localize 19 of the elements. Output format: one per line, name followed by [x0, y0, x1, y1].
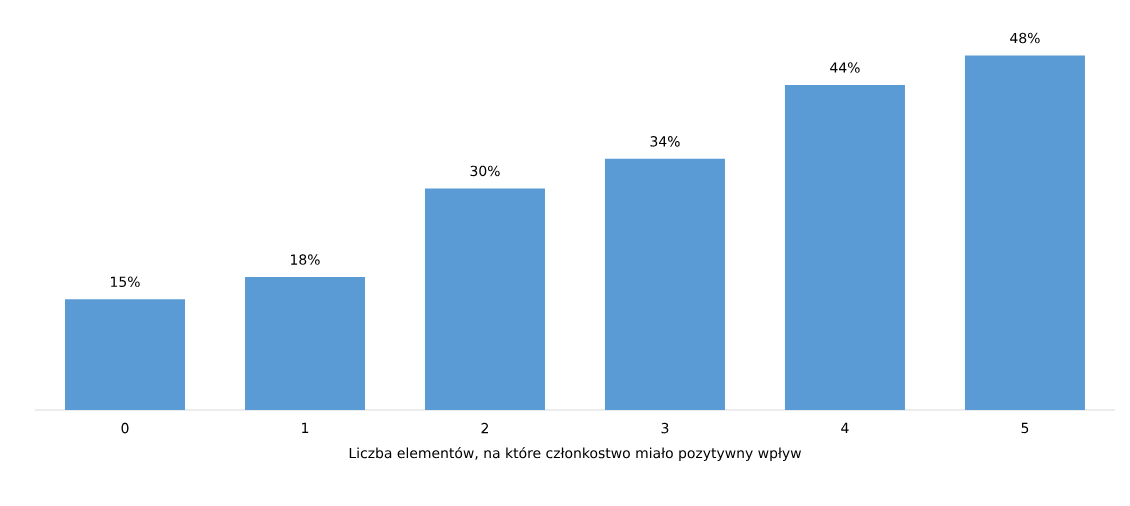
- bar: [784, 85, 905, 410]
- data-label: 44%: [830, 62, 860, 73]
- bar: [65, 299, 185, 410]
- bar: [964, 55, 1085, 410]
- x-tick-label: 2: [481, 422, 489, 434]
- data-label: 30%: [470, 165, 500, 177]
- data-label: 34%: [650, 136, 680, 147]
- data-label: 18%: [291, 254, 320, 265]
- bar: [424, 188, 545, 410]
- bar: [244, 277, 365, 410]
- x-tick-label: 0: [121, 422, 129, 434]
- x-tick-label: 5: [1021, 422, 1029, 434]
- x-tick-label: 1: [302, 422, 309, 434]
- x-axis-title: Liczba elementów, na które członkostwo miało pozytywny wpływ: [349, 446, 801, 461]
- x-tick-label: 4: [841, 422, 849, 434]
- x-tick-label: 3: [661, 422, 669, 434]
- data-label: 15%: [111, 276, 140, 288]
- bar: [604, 158, 725, 410]
- data-label: 48%: [1010, 32, 1040, 44]
